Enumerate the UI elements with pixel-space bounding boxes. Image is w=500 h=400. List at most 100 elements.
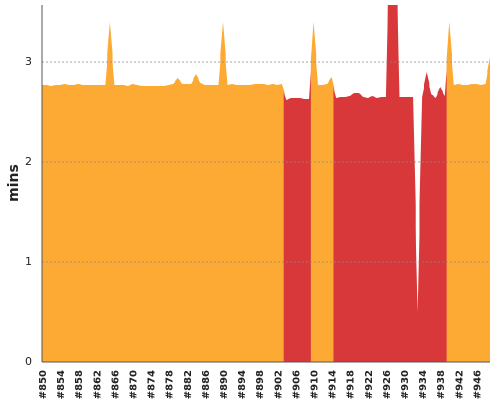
area-segment [233, 84, 240, 362]
area-segment [220, 22, 226, 362]
area-segment [265, 84, 271, 362]
area-segment [242, 85, 249, 362]
area-segment [419, 84, 425, 362]
x-tick-label: #946 [472, 370, 483, 399]
area-segment [116, 85, 122, 362]
y-tick-label: 1 [25, 255, 32, 268]
area-segment [301, 98, 308, 362]
y-tick-label: 3 [25, 55, 32, 68]
x-tick-label: #862 [92, 370, 103, 399]
x-tick-label: #926 [382, 370, 393, 399]
area-segment [43, 85, 50, 362]
area-segment [306, 60, 312, 362]
area-segment [66, 84, 72, 362]
area-segment [134, 84, 140, 362]
area-segment [319, 84, 326, 362]
area-segment [89, 85, 95, 362]
area-segment [156, 86, 163, 362]
area-segment [433, 92, 439, 362]
area-segment [111, 53, 118, 362]
area-segment [170, 81, 176, 362]
area-segment [297, 98, 303, 362]
area-segment [378, 97, 385, 362]
area-segment [138, 85, 145, 362]
x-tick-label: #918 [346, 370, 357, 399]
area-segment [270, 84, 276, 362]
area-segment [360, 95, 366, 362]
area-segment [238, 85, 244, 362]
area-segment [247, 84, 253, 362]
area-segment [211, 85, 217, 362]
area-segment [392, 5, 398, 362]
area-segment [274, 84, 280, 362]
x-tick-label: #890 [219, 370, 230, 399]
area-segment [161, 85, 167, 362]
area-segment [125, 85, 131, 362]
area-segment [261, 84, 267, 362]
x-tick-label: #942 [454, 370, 465, 399]
area-segment [315, 53, 321, 362]
y-tick-label: 0 [25, 355, 32, 368]
x-tick-label: #878 [165, 370, 176, 399]
y-tick-label: 2 [25, 155, 32, 168]
area-segment [48, 85, 54, 362]
area-segment [80, 84, 86, 362]
area-segment [460, 84, 466, 362]
area-segment [193, 74, 199, 362]
x-tick-label: #858 [74, 370, 85, 399]
x-tick-label: #934 [418, 370, 429, 399]
area-segment [410, 97, 416, 362]
area-segment [57, 84, 63, 362]
area-segment [351, 93, 357, 362]
area-segment [374, 97, 380, 362]
y-axis-label: mins [6, 164, 22, 202]
area-segment [224, 53, 231, 362]
area-segment [84, 85, 90, 362]
area-segment [52, 85, 59, 362]
x-tick-label: #894 [237, 370, 248, 399]
x-tick-label: #874 [147, 370, 158, 399]
area-segment [229, 84, 235, 362]
area-segment [401, 97, 407, 362]
area-segment [423, 72, 430, 362]
area-segment [338, 97, 344, 362]
area-segment [107, 22, 113, 362]
area-segment [356, 93, 362, 362]
x-tick-label: #930 [400, 370, 411, 399]
area-segment [252, 84, 258, 362]
area-segment [365, 97, 371, 362]
area-segment [102, 53, 109, 362]
area-segment [487, 57, 490, 362]
x-tick-label: #922 [364, 370, 375, 399]
area-segment [93, 85, 99, 362]
x-tick-label: #886 [201, 370, 212, 399]
x-tick-label: #906 [291, 370, 302, 399]
area-segment [347, 94, 353, 362]
area-segment [147, 86, 154, 362]
area-segment [405, 97, 412, 362]
x-tick-label: #854 [56, 370, 67, 399]
area-segment [283, 92, 290, 362]
area-segment [292, 98, 299, 362]
area-segment [98, 85, 104, 362]
area-segment [184, 84, 190, 362]
area-segment [414, 204, 421, 362]
area-segment [478, 84, 484, 362]
x-tick-label: #938 [436, 370, 447, 399]
x-tick-label: #898 [255, 370, 266, 399]
area-segment [61, 84, 68, 362]
area-segment [188, 79, 194, 362]
area-segment [129, 84, 136, 362]
area-segment [215, 53, 222, 362]
area-segment [328, 77, 335, 362]
area-segment [175, 78, 181, 362]
area-segment [166, 84, 172, 362]
area-segment [324, 80, 330, 362]
area-segment [256, 84, 262, 362]
area-segment [152, 86, 158, 362]
area-segment [333, 87, 339, 362]
x-tick-label: #902 [273, 370, 284, 399]
area-segment [482, 70, 489, 362]
area-segment [396, 5, 403, 362]
area-segment [428, 83, 434, 362]
